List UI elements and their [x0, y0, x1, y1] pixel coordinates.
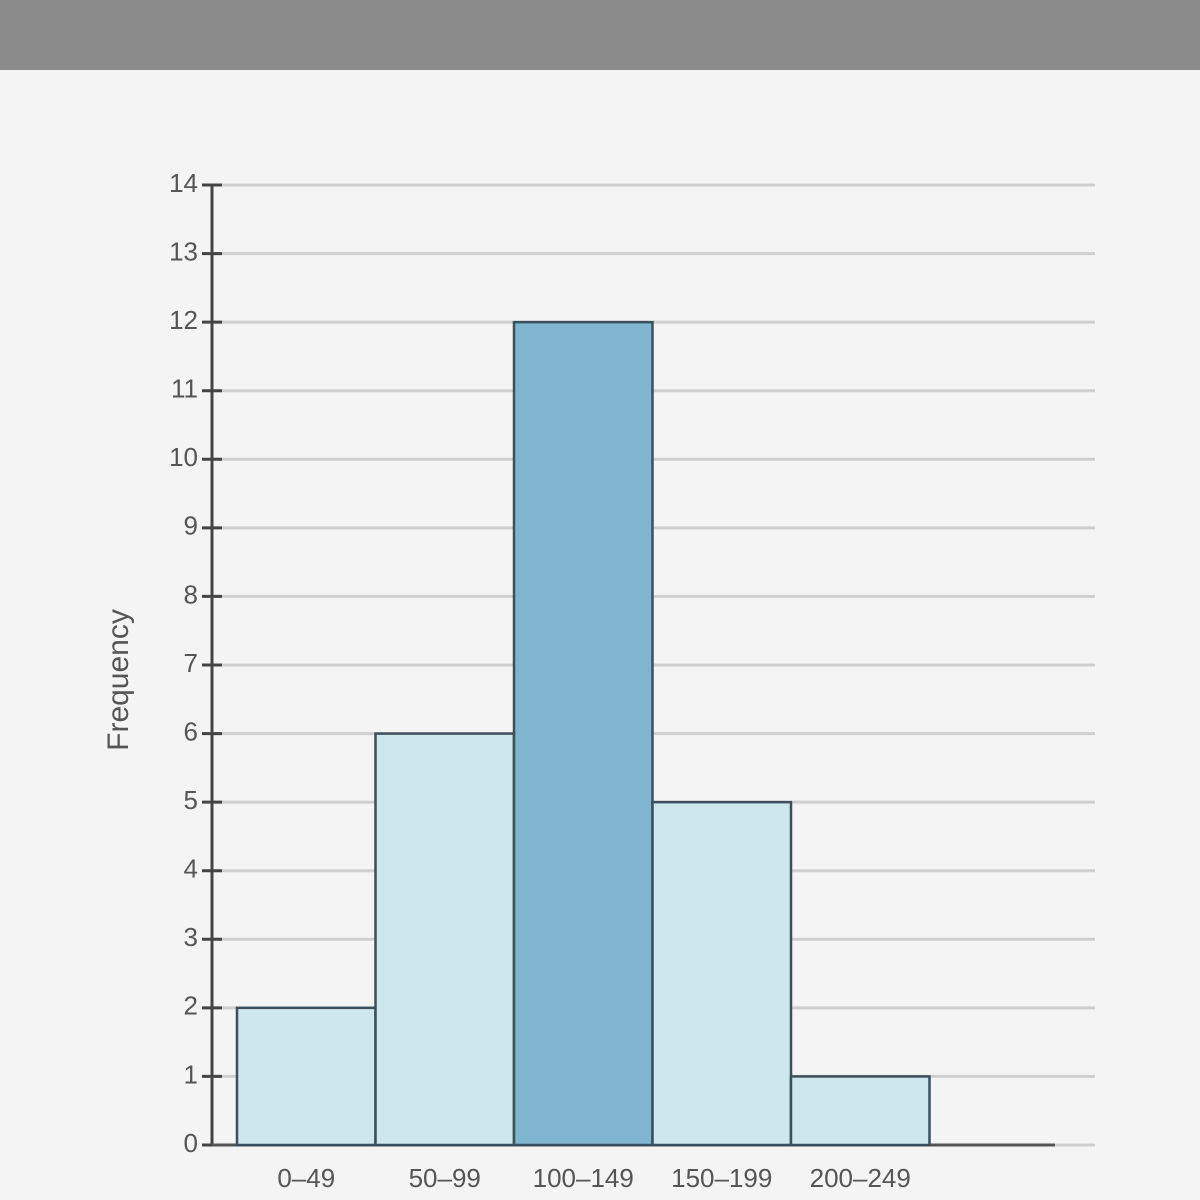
- y-tick-label: 5: [184, 785, 198, 815]
- y-tick-label: 9: [184, 511, 198, 541]
- y-tick-label: 2: [184, 991, 198, 1021]
- y-tick-label: 4: [184, 854, 198, 884]
- y-tick-label: 14: [169, 168, 198, 198]
- x-tick-label: 200–249: [810, 1163, 911, 1193]
- x-tick-label: 50–99: [409, 1163, 481, 1193]
- y-tick-label: 6: [184, 716, 198, 746]
- y-tick-label: 11: [171, 374, 198, 404]
- x-tick-label: 150–199: [671, 1163, 772, 1193]
- y-tick-label: 7: [184, 648, 198, 678]
- y-tick-label: 10: [169, 442, 198, 472]
- bar: [651, 800, 793, 1147]
- y-axis-label: Frequency: [102, 609, 135, 751]
- y-tick-label: 13: [169, 236, 198, 266]
- bar: [374, 732, 516, 1147]
- y-tick-label: 8: [184, 579, 198, 609]
- y-tick-label: 3: [184, 922, 198, 952]
- bar: [789, 1075, 931, 1147]
- bar: [235, 1006, 377, 1147]
- y-tick-label: 0: [184, 1128, 198, 1158]
- y-tick-label: 1: [184, 1059, 198, 1089]
- x-tick-label: 0–49: [277, 1163, 335, 1193]
- x-tick-label: 100–149: [533, 1163, 634, 1193]
- bar: [512, 320, 654, 1147]
- y-tick-label: 12: [169, 305, 198, 335]
